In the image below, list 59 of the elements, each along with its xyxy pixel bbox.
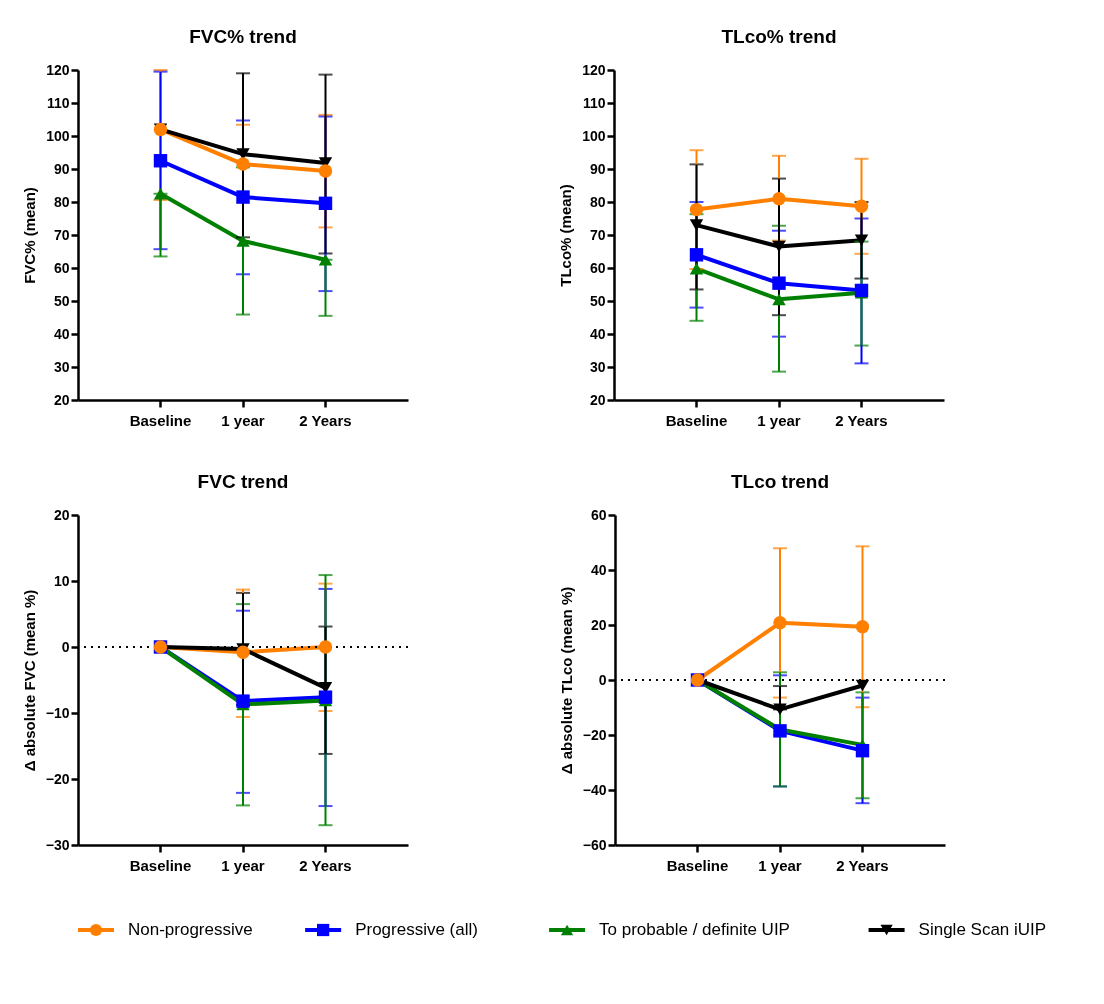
y-tick-label: 10 — [53, 572, 70, 589]
y-tick-label: 80 — [589, 193, 606, 210]
y-tick-label: 30 — [589, 358, 606, 375]
x-tick-label: Baseline — [129, 856, 192, 874]
y-tick-label: 110 — [46, 94, 70, 111]
y-axis-title: Δ absolute FVC (mean %) — [20, 589, 38, 772]
chart-title: TLco trend — [730, 471, 830, 492]
y-tick-label: −30 — [45, 836, 70, 853]
legend-label: Single Scan iUIP — [918, 920, 1047, 939]
y-tick-label: 40 — [53, 325, 70, 342]
y-tick-label: 20 — [590, 616, 607, 633]
y-axis-title: Δ absolute TLco (mean %) — [557, 586, 575, 775]
legend-label: To probable / definite UIP — [599, 920, 790, 939]
legend-label: Progressive (all) — [355, 920, 478, 939]
y-tick-label: 80 — [53, 193, 70, 210]
chart-title: TLco% trend — [721, 26, 837, 47]
x-tick-label: 2 Years — [835, 411, 888, 429]
x-tick-label: 2 Years — [299, 411, 352, 429]
y-tick-label: 120 — [46, 61, 70, 78]
y-tick-label: 60 — [53, 259, 70, 276]
x-tick-label: Baseline — [666, 856, 729, 874]
y-tick-label: 40 — [589, 325, 606, 342]
y-tick-label: 20 — [53, 391, 70, 408]
y-tick-label: −60 — [582, 836, 607, 853]
y-tick-label: 110 — [582, 94, 606, 111]
y-tick-label: 70 — [53, 226, 70, 243]
y-tick-label: 0 — [61, 638, 70, 655]
x-tick-label: 1 year — [221, 411, 265, 429]
y-axis-title: FVC% (mean) — [21, 187, 39, 284]
chart-title: FVC% trend — [189, 26, 297, 47]
y-tick-label: −40 — [582, 781, 607, 798]
y-tick-label: 100 — [46, 127, 70, 144]
x-tick-label: Baseline — [129, 411, 192, 429]
y-tick-label: 50 — [589, 292, 606, 309]
y-tick-label: 120 — [582, 61, 606, 78]
y-tick-label: −20 — [582, 726, 607, 743]
x-tick-label: 1 year — [221, 856, 265, 874]
chart-title: FVC trend — [197, 471, 289, 492]
y-tick-label: 30 — [53, 358, 70, 375]
y-tick-label: 40 — [590, 561, 607, 578]
x-tick-label: 1 year — [757, 411, 801, 429]
y-tick-label: 50 — [53, 292, 70, 309]
x-tick-label: 2 Years — [299, 856, 352, 874]
y-tick-label: 70 — [589, 226, 606, 243]
y-tick-label: −10 — [45, 704, 70, 721]
y-tick-label: 60 — [590, 506, 607, 523]
y-tick-label: 60 — [589, 259, 606, 276]
x-tick-label: 1 year — [758, 856, 802, 874]
y-tick-label: 20 — [589, 391, 606, 408]
x-tick-label: 2 Years — [836, 856, 889, 874]
y-tick-label: 90 — [589, 160, 606, 177]
x-tick-label: Baseline — [665, 411, 728, 429]
y-tick-label: 100 — [582, 127, 606, 144]
legend-label: Non-progressive — [128, 920, 253, 939]
y-tick-label: 0 — [598, 671, 607, 688]
y-axis-title: TLco% (mean) — [557, 184, 575, 287]
y-tick-label: −20 — [45, 770, 70, 787]
y-tick-label: 90 — [53, 160, 70, 177]
y-tick-label: 20 — [53, 506, 70, 523]
